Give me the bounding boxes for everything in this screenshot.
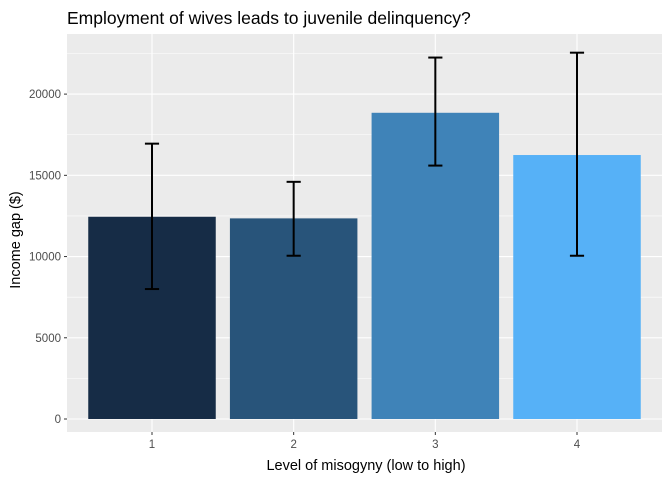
error-bars [144, 51, 585, 291]
x-tick-label: 3 [432, 439, 438, 451]
x-axis: 1 2 3 4 [149, 432, 581, 451]
chart-title: Employment of wives leads to juvenile de… [67, 8, 471, 28]
error-bar-1 [144, 142, 160, 291]
x-tick-label: 4 [574, 439, 581, 451]
y-tick-label: 20000 [29, 89, 61, 101]
y-tick-label: 5000 [35, 333, 61, 345]
y-tick-label: 10000 [29, 252, 61, 264]
x-tick-label: 2 [290, 439, 296, 451]
error-bar-2 [286, 180, 301, 257]
y-tick-label: 0 [55, 414, 61, 426]
error-bar-4 [569, 51, 585, 257]
y-axis: 0 5000 10000 15000 20000 [29, 89, 67, 426]
x-tick-label: 1 [149, 439, 155, 451]
x-axis-title: Level of misogyny (low to high) [266, 458, 465, 474]
error-bar-3 [428, 56, 443, 167]
y-tick-label: 15000 [29, 170, 61, 182]
y-axis-title: Income gap ($) [8, 191, 24, 289]
